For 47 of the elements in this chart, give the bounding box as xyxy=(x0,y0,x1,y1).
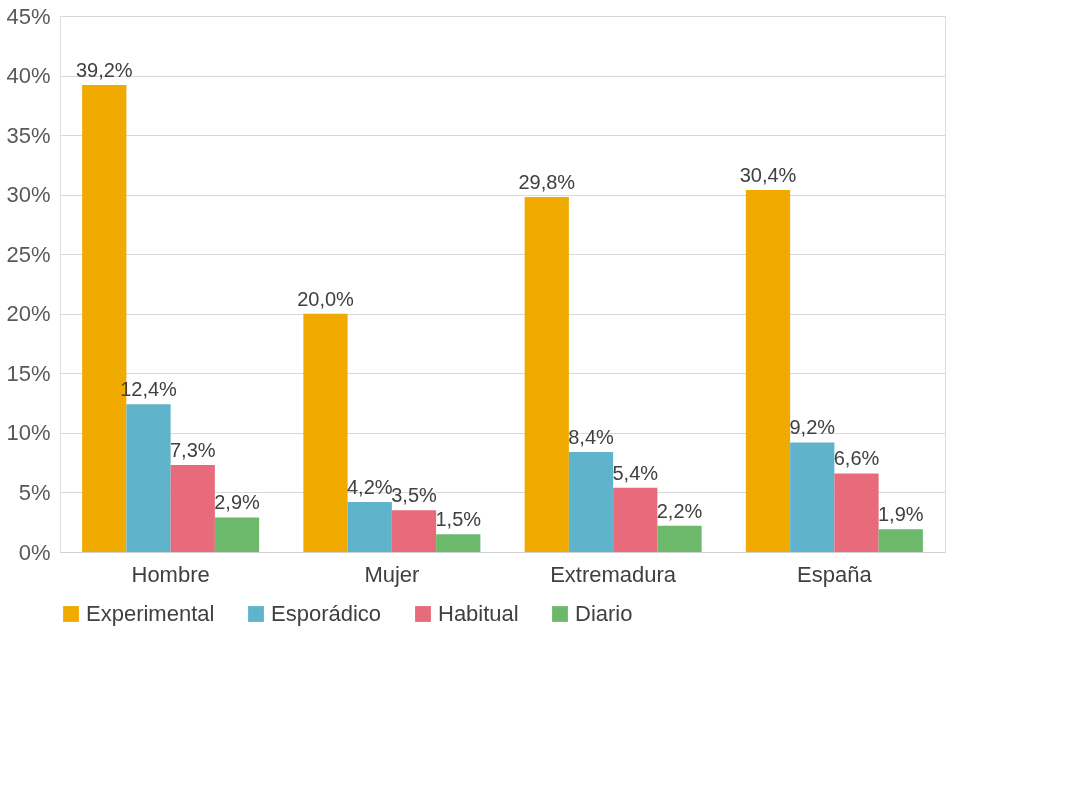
y-tick-label: 0% xyxy=(18,539,51,565)
legend-label: Esporádico xyxy=(271,601,382,626)
y-tick-label: 45% xyxy=(6,3,51,29)
y-tick-label: 15% xyxy=(6,360,51,386)
bar xyxy=(126,404,171,552)
bar xyxy=(524,197,569,552)
y-tick-label: 5% xyxy=(18,479,51,505)
data-label: 8,4% xyxy=(568,425,615,448)
bar xyxy=(878,529,923,552)
bar xyxy=(745,189,791,552)
bar xyxy=(790,442,835,552)
data-label: 1,5% xyxy=(435,508,482,531)
data-label: 3,5% xyxy=(391,484,438,507)
data-label: 9,2% xyxy=(789,416,836,439)
data-label: 30,4% xyxy=(739,163,797,186)
bar xyxy=(436,534,481,552)
data-label: 2,2% xyxy=(656,499,703,522)
data-label: 5,4% xyxy=(612,461,659,484)
bar xyxy=(568,451,614,552)
legend-label: Habitual xyxy=(438,601,519,626)
x-tick-label: España xyxy=(797,561,873,587)
bar xyxy=(657,525,702,552)
x-tick-label: Extremadura xyxy=(550,561,677,587)
y-tick-label: 20% xyxy=(6,301,51,327)
x-tick-label: Hombre xyxy=(131,561,210,587)
y-tick-label: 25% xyxy=(6,241,51,267)
bar xyxy=(613,487,658,552)
bar xyxy=(214,517,260,552)
bar xyxy=(834,473,879,552)
y-tick-label: 30% xyxy=(6,182,51,208)
data-label: 39,2% xyxy=(75,59,133,82)
bar xyxy=(347,501,392,552)
legend-label: Diario xyxy=(575,601,633,626)
x-tick-label: Mujer xyxy=(364,561,420,587)
data-label: 20,0% xyxy=(297,287,355,310)
legend-label: Experimental xyxy=(86,601,215,626)
y-tick-label: 35% xyxy=(6,122,51,148)
y-tick-label: 40% xyxy=(6,63,51,89)
data-label: 2,9% xyxy=(214,491,261,514)
data-label: 7,3% xyxy=(169,439,216,462)
data-label: 6,6% xyxy=(833,447,880,470)
y-tick-label: 10% xyxy=(6,420,51,446)
data-label: 29,8% xyxy=(518,171,576,194)
bar xyxy=(170,465,215,552)
data-label: 1,9% xyxy=(877,503,924,526)
bar xyxy=(391,510,437,552)
bar xyxy=(303,313,348,552)
